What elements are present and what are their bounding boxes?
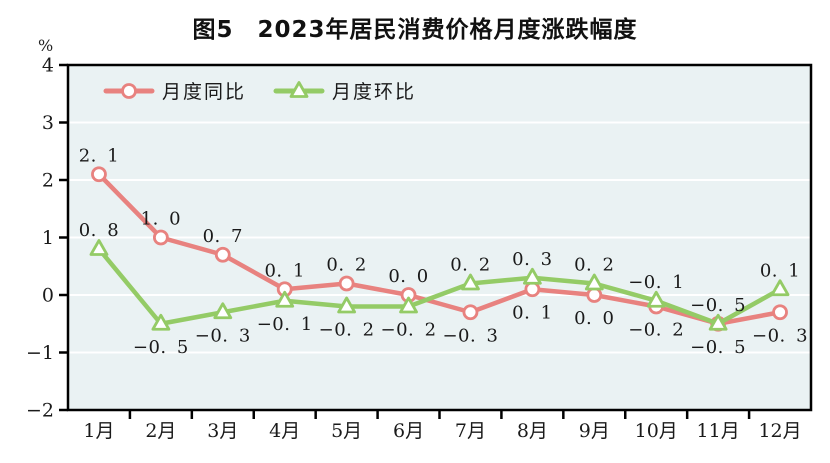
data-label-0: −0. 2	[628, 320, 684, 341]
data-point-marker-1	[770, 279, 790, 297]
data-label-1: 0. 1	[760, 260, 800, 281]
x-axis-label: 6月	[393, 420, 424, 442]
x-axis-label: 3月	[207, 420, 238, 442]
data-point-marker-1	[337, 296, 357, 314]
legend-marker-0	[121, 83, 137, 99]
data-label-1: −0. 5	[133, 337, 189, 358]
data-point-marker-1	[275, 290, 295, 308]
data-point-marker-0	[462, 304, 479, 321]
legend-marker-1	[289, 81, 309, 98]
legend-label-1: 月度环比	[332, 81, 416, 103]
y-axis-tick-label: 2	[42, 170, 54, 192]
data-point-marker-1	[213, 302, 233, 320]
data-label-0: 0. 0	[388, 266, 428, 287]
data-point-marker-1	[646, 290, 666, 308]
data-label-0: 1. 0	[141, 209, 181, 230]
x-axis-label: 4月	[269, 420, 300, 442]
x-axis-label: 10月	[635, 420, 678, 442]
data-label-0: 0. 1	[264, 260, 304, 281]
data-point-marker-0	[524, 281, 541, 298]
chart-title: 图5 2023年居民消费价格月度涨跌幅度	[192, 17, 638, 43]
data-label-0: 0. 0	[574, 308, 614, 329]
data-point-marker-0	[152, 229, 169, 246]
data-point-marker-1	[89, 239, 109, 256]
x-axis-label: 11月	[697, 420, 740, 442]
data-label-1: 0. 3	[512, 249, 552, 270]
data-point-marker-1	[151, 313, 171, 331]
data-label-1: 0. 8	[79, 220, 119, 241]
data-point-marker-0	[586, 287, 603, 303]
y-axis-tick-label: −1	[26, 342, 54, 364]
x-axis-label: 9月	[579, 420, 610, 442]
y-axis-tick-label: 4	[42, 55, 54, 77]
plot-border	[66, 63, 813, 412]
data-label-1: −0. 3	[195, 325, 251, 346]
y-axis-tick-label: 3	[42, 112, 54, 134]
data-point-marker-0	[91, 166, 107, 183]
data-label-0: −0. 3	[752, 325, 808, 346]
data-label-0: −0. 3	[442, 325, 498, 346]
data-label-1: −0. 2	[381, 320, 437, 341]
data-label-0: −0. 5	[690, 337, 746, 358]
data-point-marker-0	[338, 275, 355, 292]
data-point-marker-0	[214, 246, 231, 263]
data-point-marker-0	[772, 304, 788, 321]
data-label-1: 0. 2	[450, 255, 490, 276]
data-label-1: −0. 1	[628, 272, 684, 293]
x-axis-label: 12月	[758, 420, 801, 442]
y-axis-unit-label: %	[38, 36, 54, 55]
data-point-marker-1	[399, 296, 418, 314]
data-label-0: 0. 7	[203, 226, 243, 247]
x-axis-label: 8月	[517, 420, 548, 442]
data-point-marker-1	[584, 273, 604, 291]
data-label-0: 0. 1	[512, 302, 552, 323]
y-axis-tick-label: 0	[42, 285, 54, 307]
data-point-marker-1	[708, 313, 728, 331]
data-point-marker-1	[461, 273, 480, 291]
series-line-0	[96, 172, 783, 326]
x-axis-label: 7月	[455, 420, 486, 442]
x-axis-label: 5月	[331, 420, 362, 442]
data-label-0: 2. 1	[79, 145, 119, 166]
data-label-1: −0. 2	[319, 320, 375, 341]
x-axis-label: 2月	[145, 420, 176, 442]
legend-label-0: 月度同比	[162, 81, 246, 103]
series-line-1	[96, 246, 783, 326]
y-axis-tick-label: 1	[42, 227, 54, 249]
data-point-marker-1	[522, 267, 542, 285]
data-label-1: −0. 1	[257, 314, 313, 335]
data-label-1: −0. 5	[690, 295, 746, 316]
x-axis-label: 1月	[83, 420, 114, 442]
data-label-1: 0. 2	[574, 255, 614, 276]
y-axis-tick-label: −2	[26, 400, 54, 422]
data-label-0: 0. 2	[326, 255, 366, 276]
